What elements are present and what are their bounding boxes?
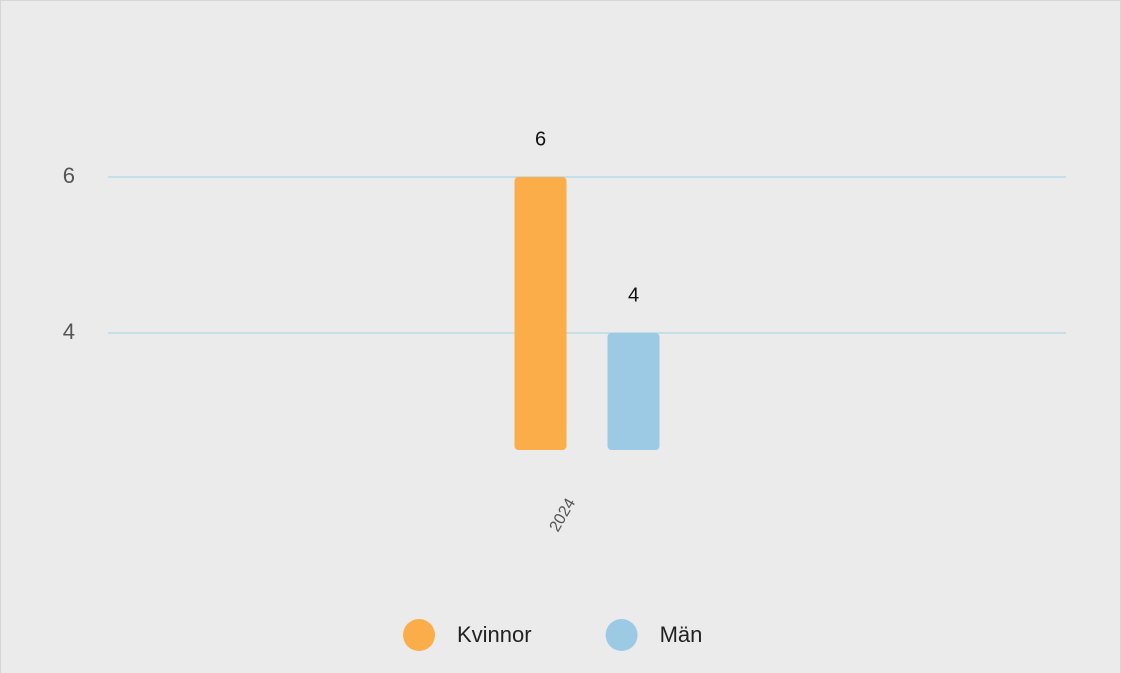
legend-swatch (605, 619, 638, 651)
data-label: 6 (535, 128, 546, 150)
legend-label: Kvinnor (457, 622, 532, 647)
data-label: 4 (628, 284, 639, 306)
y-tick-label: 6 (63, 163, 75, 188)
legend-label: Män (660, 622, 703, 647)
bar (514, 177, 567, 450)
bar (607, 333, 660, 450)
y-tick-label: 4 (63, 319, 75, 344)
legend-swatch (403, 619, 435, 651)
